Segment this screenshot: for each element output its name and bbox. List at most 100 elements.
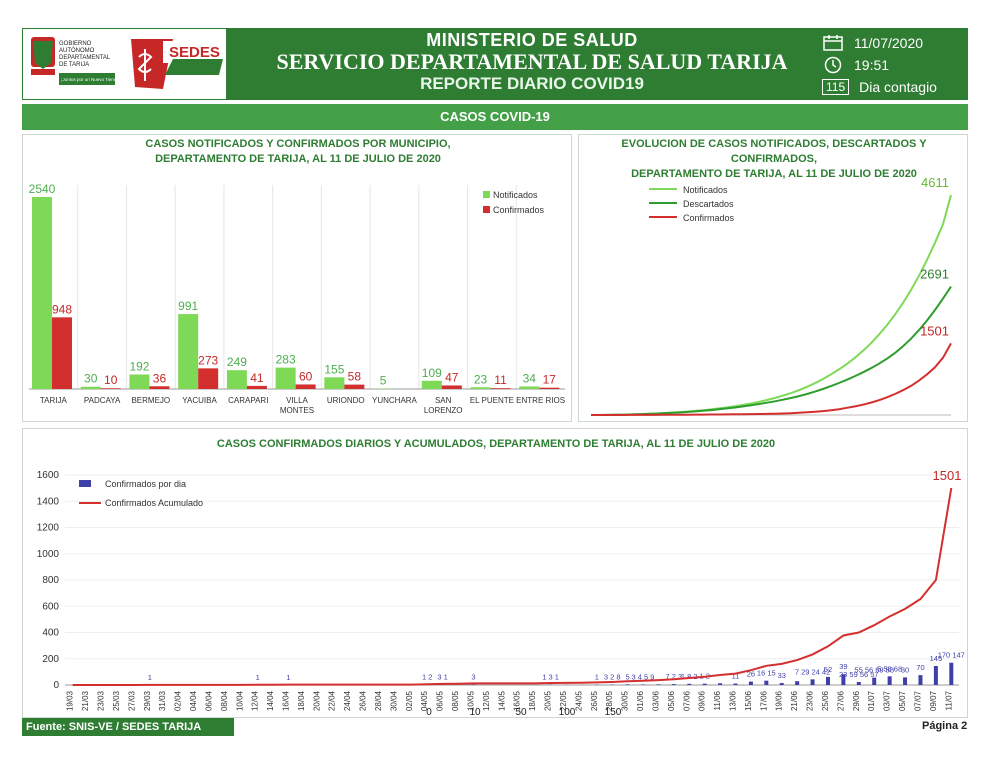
daily-chart-title: CASOS CONFIRMADOS DIARIOS Y ACUMULADOS, …	[216, 438, 776, 450]
x-tick-label: 24/04	[343, 690, 352, 711]
x-tick-label: 20/04	[312, 690, 321, 711]
legend-swatch	[79, 480, 91, 487]
service-title: SERVICIO DEPARTAMENTAL DE SALUD TARIJA	[276, 49, 788, 74]
legend-label: Confirmados por dia	[105, 479, 186, 489]
report-date: 11/07/2020	[854, 35, 924, 51]
gov-text-line: GOBIERNO	[59, 41, 92, 47]
series-line	[591, 194, 952, 416]
daily-bar	[856, 681, 861, 685]
x-tick-label: 09/07	[929, 690, 938, 711]
x-tick-label: 11/07	[944, 690, 953, 710]
x-tick-label: 03/06	[651, 690, 660, 711]
x-tick-label: 26/04	[359, 690, 368, 711]
bar-notificados	[324, 377, 345, 389]
x-tick-label: 22/04	[328, 690, 337, 711]
data-label-confirmados: 60	[299, 369, 313, 383]
x-tick-label: 24/05	[574, 690, 583, 711]
daily-data-label: 1 8 2	[681, 672, 698, 681]
daily-data-label: 1 3 1	[542, 673, 559, 682]
legend-label: Notificados	[493, 190, 538, 200]
source-footer: Fuente: SNIS-VE / SEDES TARIJA	[22, 718, 234, 736]
daily-bar	[841, 674, 846, 685]
data-label-notificados: 283	[276, 353, 296, 367]
legend-swatch	[483, 206, 490, 213]
x-tick-label: LORENZO	[424, 406, 463, 415]
legend-label: Confirmados Acumulado	[105, 498, 203, 508]
bar-notificados	[226, 370, 247, 389]
data-label-confirmados: 17	[543, 373, 557, 387]
daily-data-label: 70	[916, 663, 924, 672]
x-tick-label: 08/05	[451, 690, 460, 711]
bar-confirmados	[52, 317, 72, 389]
data-label-confirmados: 273	[198, 353, 218, 367]
x-tick-label: 15/06	[744, 690, 753, 711]
daily-data-label: 3 2 8	[604, 673, 621, 682]
x-tick-label: 01/06	[636, 690, 645, 711]
daily-bar	[702, 683, 707, 685]
x-tick-label: 22/05	[559, 690, 568, 711]
report-header: GOBIERNO AUTÓNOMO DEPARTAMENTAL DE TARIJ…	[22, 28, 968, 100]
daily-bar	[748, 681, 753, 685]
legend-label: Descartados	[683, 199, 734, 209]
bar-notificados	[519, 386, 540, 389]
bar-confirmados	[149, 386, 170, 389]
data-label-confirmados: 36	[153, 371, 167, 385]
bar-confirmados	[490, 388, 511, 389]
data-label-notificados: 23	[474, 372, 488, 386]
calendar-icon	[822, 34, 844, 52]
logos-box: GOBIERNO AUTÓNOMO DEPARTAMENTAL DE TARIJ…	[22, 28, 227, 100]
x-tick-label: 07/06	[682, 690, 691, 711]
x-tick-label: 19/03	[66, 690, 75, 711]
daily-bar	[949, 662, 954, 685]
gov-text-line: AUTÓNOMO	[59, 47, 95, 54]
data-label-notificados: 991	[178, 299, 198, 313]
daily-bar	[918, 675, 923, 685]
y-tick-label: 600	[42, 601, 59, 612]
daily-data-label: 145	[930, 654, 943, 663]
slogan-text: ¡Juntos por un Nuevo Tiempo!	[61, 77, 121, 82]
daily-bar	[810, 679, 815, 685]
y-tick-label: 1400	[37, 496, 60, 507]
legend-label: Confirmados	[493, 205, 545, 215]
x-tick-label: YUNCHARA	[372, 396, 418, 405]
data-label-notificados: 109	[422, 366, 442, 380]
x-tick-label: 31/03	[158, 690, 167, 711]
bar-confirmados	[441, 385, 462, 389]
x-tick-label: 06/04	[204, 690, 213, 711]
bar-notificados	[80, 386, 101, 389]
bar-confirmados	[246, 385, 267, 389]
x-tick-label: 19/06	[775, 690, 784, 711]
data-label-notificados: 30	[84, 372, 98, 386]
x-tick-label: 09/06	[698, 690, 707, 711]
x-tick-label: 20/05	[544, 690, 553, 711]
slogan-badge	[59, 73, 115, 85]
x-tick-label: 27/06	[836, 690, 845, 711]
daily-bar	[825, 676, 830, 685]
daily-data-label: 170 147	[938, 651, 965, 660]
bottom-scale-label: 50	[515, 707, 527, 718]
x-tick-label: TARIJA	[40, 396, 68, 405]
day-count: 115	[822, 79, 850, 95]
data-label-notificados: 34	[523, 371, 537, 385]
bar-notificados	[421, 380, 442, 389]
x-tick-label: 07/07	[913, 690, 922, 711]
data-label-confirmados: 948	[52, 302, 72, 316]
bottom-scale-label: 150	[605, 707, 622, 718]
chart-title-line: EVOLUCION DE CASOS NOTIFICADOS, DESCARTA…	[621, 138, 927, 165]
evolution-line-chart: 4611 2691 1501 Notificados Descartados Confir…	[591, 175, 952, 416]
x-tick-label: 12/05	[482, 690, 491, 711]
cumulative-line	[72, 487, 953, 686]
x-tick-label: 14/04	[266, 690, 275, 711]
x-tick-label: 03/07	[883, 690, 892, 711]
data-label-notificados: 155	[324, 362, 344, 376]
cumulative-end-label: 1501	[933, 468, 962, 483]
daily-bar	[933, 665, 938, 685]
x-tick-label: 17/06	[759, 690, 768, 711]
x-tick-label: YACUIBA	[182, 396, 217, 405]
x-tick-label: 06/05	[436, 690, 445, 711]
bottom-scale-label: 100	[559, 707, 576, 718]
y-tick-label: 800	[42, 575, 59, 586]
daily-data-label: 3 4 5 9	[632, 672, 655, 681]
report-time: 19:51	[854, 57, 890, 73]
gov-text-line: DE TARIJA	[59, 62, 89, 68]
